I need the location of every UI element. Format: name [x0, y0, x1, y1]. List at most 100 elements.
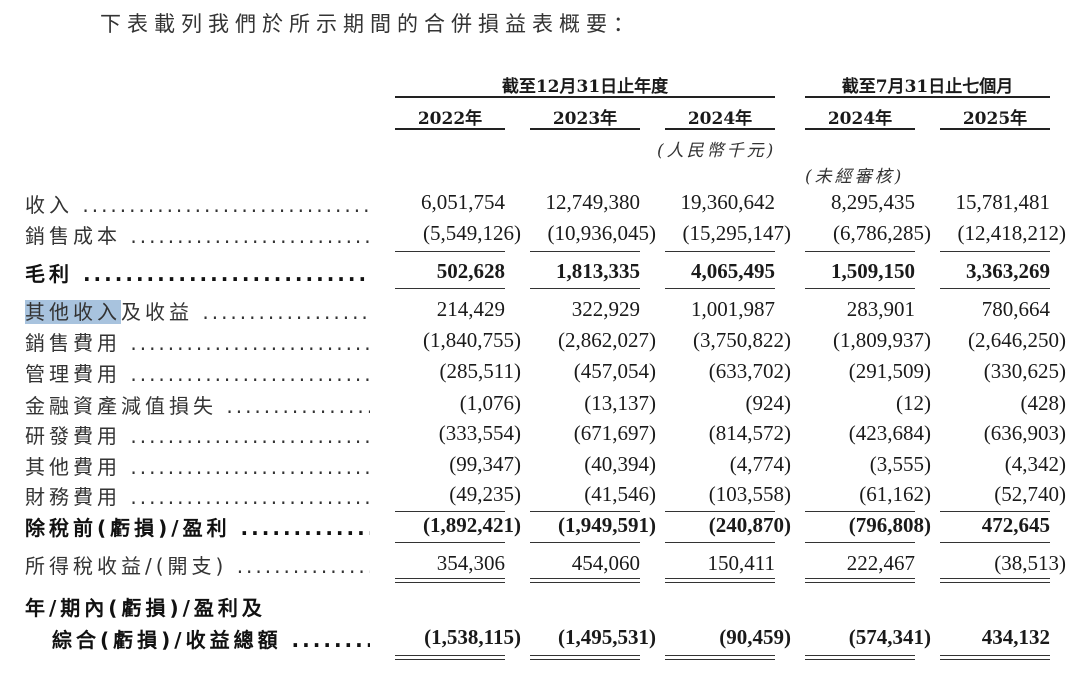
row-label-text: 所得稅收益/(開支) — [25, 554, 228, 578]
cell-value: (49,235) — [449, 482, 521, 506]
divider — [940, 511, 1050, 512]
row-label: 金融資產減值損失 ...............................… — [25, 390, 370, 419]
cell-value: 472,645 — [981, 513, 1050, 537]
cell-value: (1,538,115) — [424, 625, 521, 649]
divider — [395, 578, 505, 583]
cell-value: (40,394) — [584, 452, 656, 476]
dot-leader: ........................................… — [130, 485, 370, 509]
divider — [665, 511, 775, 512]
cell-value: (5,549,126) — [423, 221, 521, 245]
cell-value: (1,076) — [459, 391, 521, 415]
row-label: 管理費用 ...................................… — [25, 358, 370, 387]
cell-value: 214,429 — [436, 297, 505, 321]
cell-value: (291,509) — [848, 359, 931, 383]
cell-value: (12) — [896, 391, 931, 415]
cell-value: (12,418,212) — [957, 221, 1067, 245]
cell-value: (796,808) — [848, 513, 931, 537]
cell-value: 8,295,435 — [831, 190, 915, 214]
divider — [665, 128, 775, 130]
dot-leader: ........................................… — [130, 362, 370, 386]
cell-value: (423,684) — [848, 421, 931, 445]
cell-value: (1,840,755) — [423, 328, 521, 352]
row-label: 研發費用 ...................................… — [25, 420, 370, 449]
cell-value: 354,306 — [436, 551, 505, 575]
table-row: 研發費用 ...................................… — [0, 420, 1080, 450]
divider — [805, 288, 915, 289]
cell-value: (99,347) — [449, 452, 521, 476]
row-label-text: 財務費用 — [25, 485, 121, 509]
dot-leader: ........................................… — [240, 516, 370, 540]
dot-leader: ........................................… — [236, 554, 370, 578]
row-label-text: 其他費用 — [25, 455, 121, 479]
cell-value: 1,001,987 — [691, 297, 775, 321]
cell-value: 150,411 — [707, 551, 775, 575]
divider — [940, 288, 1050, 289]
year-header: 2025年 — [962, 109, 1028, 129]
table-row: 銷售費用 ...................................… — [0, 327, 1080, 357]
cell-value: 283,901 — [846, 297, 915, 321]
cell-value: (457,054) — [573, 359, 656, 383]
table-row: 收入 .....................................… — [0, 189, 1080, 219]
row-label-text: 毛利 — [25, 262, 73, 286]
row-label: 銷售成本 ...................................… — [25, 220, 370, 249]
cell-value: (3,555) — [869, 452, 931, 476]
table-row: 金融資產減值損失 ...............................… — [0, 390, 1080, 420]
divider — [530, 288, 640, 289]
divider — [805, 251, 915, 252]
cell-value: 6,051,754 — [421, 190, 505, 214]
row-label: 財務費用 ...................................… — [25, 481, 370, 510]
cell-value: (285,511) — [439, 359, 521, 383]
divider — [530, 578, 640, 583]
row-label-text: 綜合(虧損)/收益總額 — [52, 628, 282, 652]
cell-value: 12,749,380 — [545, 190, 641, 214]
row-label-text: 研發費用 — [25, 424, 121, 448]
cell-value: (1,495,531) — [558, 625, 656, 649]
cell-value: (636,903) — [983, 421, 1066, 445]
table-row: 管理費用 ...................................… — [0, 358, 1080, 388]
divider — [395, 655, 505, 660]
divider — [530, 128, 640, 130]
cell-value: (103,558) — [708, 482, 791, 506]
row-label: 所得稅收益/(開支) .............................… — [25, 550, 370, 579]
cell-value: 19,360,642 — [680, 190, 776, 214]
year-header: 2024年 — [687, 109, 753, 129]
divider — [940, 578, 1050, 583]
divider — [665, 288, 775, 289]
divider — [530, 655, 640, 660]
table-row: 所得稅收益/(開支) .............................… — [0, 550, 1080, 580]
unaudited-label: (未經審核) — [805, 167, 905, 187]
divider — [395, 511, 505, 512]
cell-value: 1,813,335 — [556, 259, 640, 283]
year-header: 2022年 — [417, 109, 483, 129]
row-label-text: 金融資產減值損失 — [25, 394, 217, 418]
dot-leader: ........................................… — [226, 394, 370, 418]
divider — [805, 578, 915, 583]
row-label-text: 除稅前(虧損)/盈利 — [25, 516, 231, 540]
row-label-text: 管理費用 — [25, 362, 121, 386]
cell-value: (6,786,285) — [833, 221, 931, 245]
cell-value: (633,702) — [708, 359, 791, 383]
dot-leader: ........................................… — [130, 424, 370, 448]
dot-leader: ........................................… — [130, 455, 370, 479]
header-annual: 截至12月31日止年度 — [501, 77, 669, 97]
cell-value: 3,363,269 — [966, 259, 1050, 283]
cell-value: (4,774) — [729, 452, 791, 476]
divider — [940, 251, 1050, 252]
cell-value: (574,341) — [848, 625, 931, 649]
cell-value: 4,065,495 — [691, 259, 775, 283]
table-row: 其他費用 ...................................… — [0, 451, 1080, 481]
cell-value: 1,509,150 — [831, 259, 915, 283]
divider — [530, 511, 640, 512]
cell-value: (4,342) — [1004, 452, 1066, 476]
dot-leader: ........................................… — [82, 193, 370, 217]
cell-value: (3,750,822) — [693, 328, 791, 352]
row-label: 綜合(虧損)/收益總額 ............................… — [52, 624, 370, 653]
row-label-line1: 年/期內(虧損)/盈利及 — [25, 596, 266, 620]
dot-leader: ........................................… — [130, 331, 370, 355]
cell-value: (38,513) — [994, 551, 1066, 575]
cell-value: (1,892,421) — [423, 513, 521, 537]
row-label-text: 銷售成本 — [25, 224, 121, 248]
divider — [940, 128, 1050, 130]
cell-value: (333,554) — [438, 421, 521, 445]
